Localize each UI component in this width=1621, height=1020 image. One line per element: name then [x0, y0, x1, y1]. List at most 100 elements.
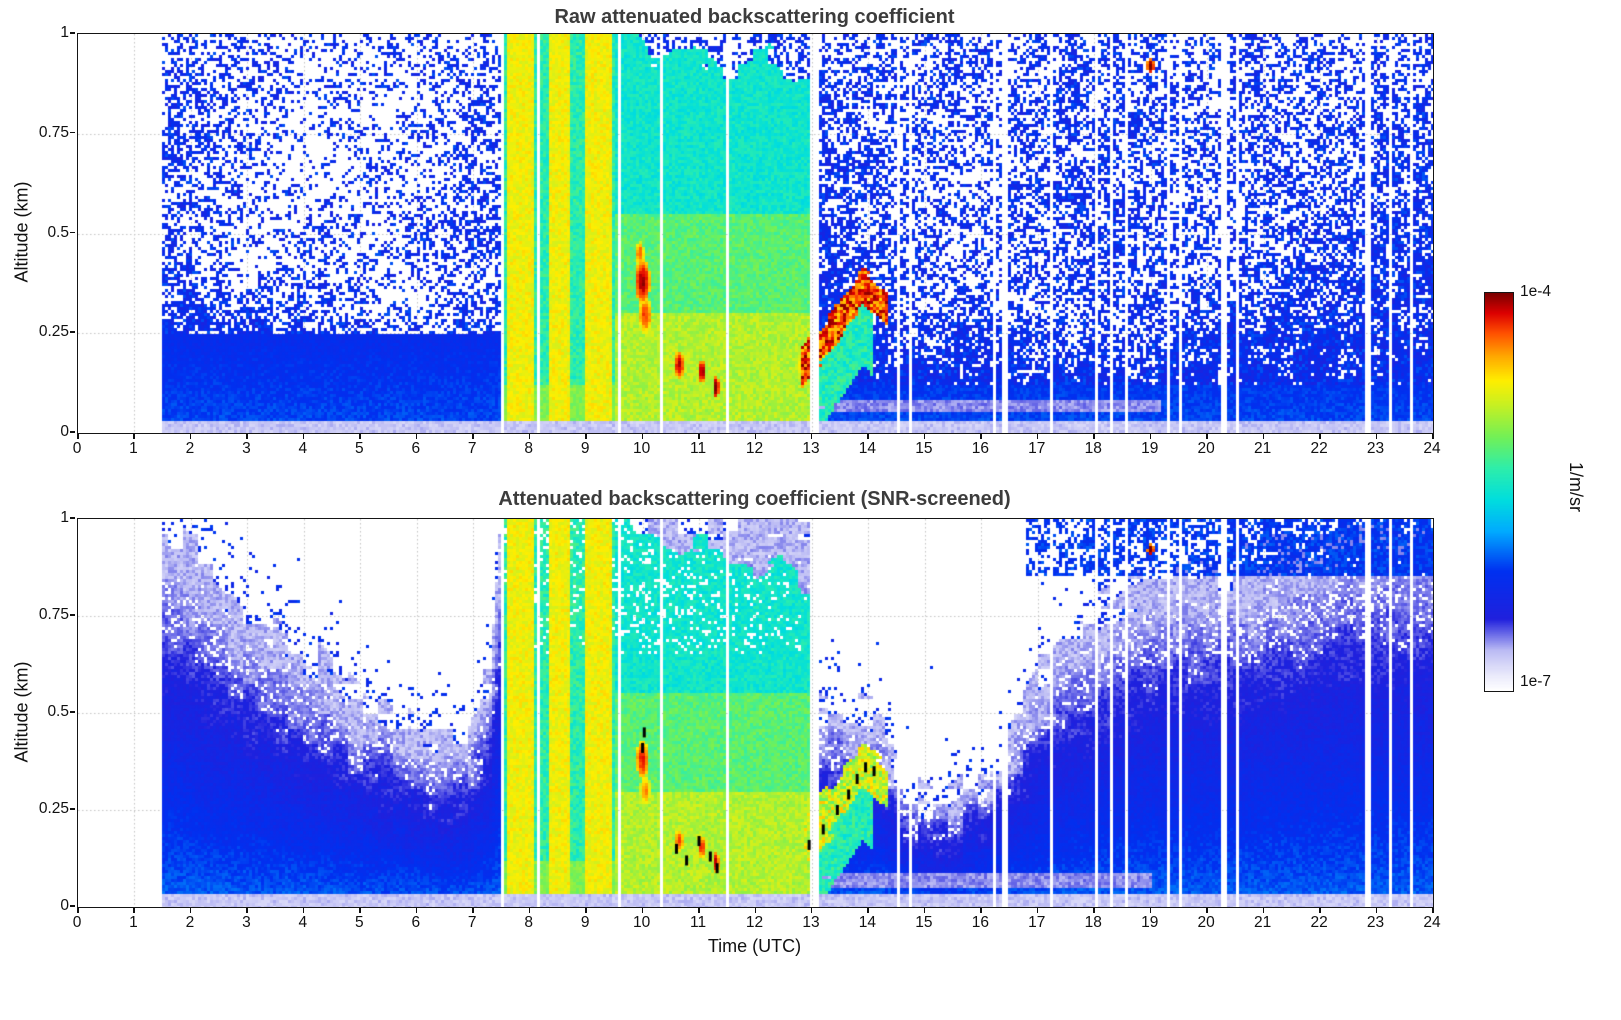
- y-tick-mark: [70, 614, 75, 616]
- x-tick-mark: [754, 908, 756, 913]
- x-tick-label: 5: [354, 440, 364, 457]
- x-tick-label: 22: [1310, 914, 1328, 931]
- x-tick-label: 14: [858, 914, 877, 931]
- x-tick-mark: [77, 434, 79, 439]
- y-tick-label: 0.5: [47, 223, 69, 241]
- y-tick-mark: [70, 131, 75, 134]
- y-tick-mark: [70, 431, 75, 433]
- x-tick-mark: [641, 434, 644, 439]
- x-tick-mark: [867, 434, 869, 439]
- x-tick-label: 9: [580, 914, 590, 931]
- x-tick-mark: [641, 908, 644, 913]
- x-tick-label: 4: [298, 440, 308, 457]
- x-tick-label: 20: [1197, 914, 1215, 931]
- x-tick-label: 7: [467, 914, 477, 931]
- x-tick-mark: [980, 908, 982, 913]
- x-axis-label: Time (UTC): [707, 936, 802, 956]
- x-tick-label: 16: [971, 914, 989, 931]
- x-tick-label: 8: [524, 440, 533, 457]
- x-tick-mark: [810, 434, 813, 439]
- x-tick-label: 21: [1254, 440, 1272, 457]
- x-tick-mark: [528, 908, 531, 913]
- x-tick-label: 13: [802, 914, 820, 931]
- screened-backscatter-heatmap: [77, 518, 1434, 908]
- x-tick-mark: [1432, 908, 1434, 913]
- x-tick-label: 7: [467, 440, 477, 457]
- y-tick-label: 0.25: [38, 800, 69, 817]
- x-tick-mark: [1036, 908, 1039, 913]
- x-tick-label: 9: [580, 440, 590, 457]
- colorbar-max-label: 1e-4: [1520, 283, 1552, 300]
- panel-title-screened: Attenuated backscattering coefficient (S…: [498, 488, 1011, 510]
- x-tick-mark: [189, 434, 192, 439]
- x-tick-mark: [528, 434, 531, 439]
- x-tick-label: 3: [242, 440, 251, 457]
- x-tick-label: 12: [745, 914, 764, 931]
- x-tick-label: 18: [1084, 440, 1102, 457]
- x-tick-label: 2: [185, 914, 195, 931]
- x-tick-label: 15: [915, 440, 933, 457]
- x-tick-mark: [302, 908, 305, 913]
- x-tick-mark: [1093, 434, 1095, 439]
- panel-title-raw: Raw attenuated backscattering coefficien…: [554, 6, 955, 28]
- x-tick-label: 0: [72, 440, 82, 457]
- y-tick-label: 0.5: [47, 703, 69, 720]
- y-tick-label: 0.25: [38, 323, 69, 341]
- y-tick-mark: [70, 231, 75, 233]
- x-tick-label: 22: [1310, 440, 1328, 457]
- x-tick-mark: [1432, 434, 1434, 439]
- x-tick-label: 17: [1028, 440, 1046, 457]
- x-tick-label: 11: [689, 914, 707, 931]
- colorbar: [1484, 292, 1514, 692]
- x-tick-mark: [698, 434, 700, 439]
- x-tick-mark: [980, 434, 982, 439]
- y-tick-mark: [70, 808, 75, 810]
- colorbar-min-label: 1e-7: [1520, 673, 1552, 690]
- x-tick-label: 8: [524, 914, 533, 931]
- x-tick-mark: [133, 434, 135, 439]
- y-tick-label: 0: [60, 423, 69, 440]
- x-tick-label: 18: [1084, 914, 1102, 931]
- x-tick-label: 10: [632, 440, 651, 457]
- y-tick-mark: [70, 32, 75, 34]
- x-tick-mark: [1375, 434, 1378, 439]
- x-tick-label: 16: [971, 440, 989, 457]
- x-tick-label: 2: [185, 440, 195, 457]
- y-tick-label: 0.75: [38, 123, 69, 141]
- x-tick-mark: [867, 908, 869, 913]
- x-tick-label: 17: [1028, 914, 1046, 931]
- x-tick-mark: [415, 434, 418, 439]
- x-tick-label: 23: [1366, 914, 1385, 931]
- y-tick-label: 1: [60, 24, 69, 41]
- x-tick-mark: [472, 908, 474, 913]
- x-tick-mark: [923, 908, 926, 913]
- x-tick-label: 10: [632, 914, 651, 931]
- x-tick-label: 23: [1366, 440, 1385, 457]
- raw-backscatter-heatmap: [77, 33, 1434, 434]
- x-tick-mark: [1262, 908, 1265, 913]
- y-tick-mark: [70, 517, 75, 519]
- x-tick-mark: [1093, 908, 1095, 913]
- x-tick-mark: [359, 434, 361, 439]
- x-tick-mark: [1036, 434, 1039, 439]
- x-tick-mark: [189, 908, 192, 913]
- x-tick-label: 11: [689, 440, 707, 457]
- x-tick-label: 15: [915, 914, 933, 931]
- y-tick-mark: [70, 331, 75, 333]
- x-tick-mark: [246, 434, 248, 439]
- x-tick-mark: [585, 434, 587, 439]
- colorbar-units-label: 1/m/sr: [1566, 462, 1586, 513]
- x-tick-mark: [1375, 908, 1378, 913]
- y-tick-label: 0: [60, 897, 69, 914]
- x-tick-mark: [1149, 908, 1152, 913]
- x-tick-label: 4: [298, 914, 308, 931]
- x-tick-label: 13: [802, 440, 820, 457]
- x-tick-label: 1: [129, 914, 138, 931]
- x-tick-mark: [810, 908, 813, 913]
- x-tick-label: 0: [72, 914, 82, 931]
- x-tick-mark: [359, 908, 361, 913]
- x-tick-label: 20: [1197, 440, 1215, 457]
- x-tick-mark: [302, 434, 305, 439]
- y-tick-mark: [70, 905, 75, 907]
- x-tick-label: 24: [1423, 914, 1441, 931]
